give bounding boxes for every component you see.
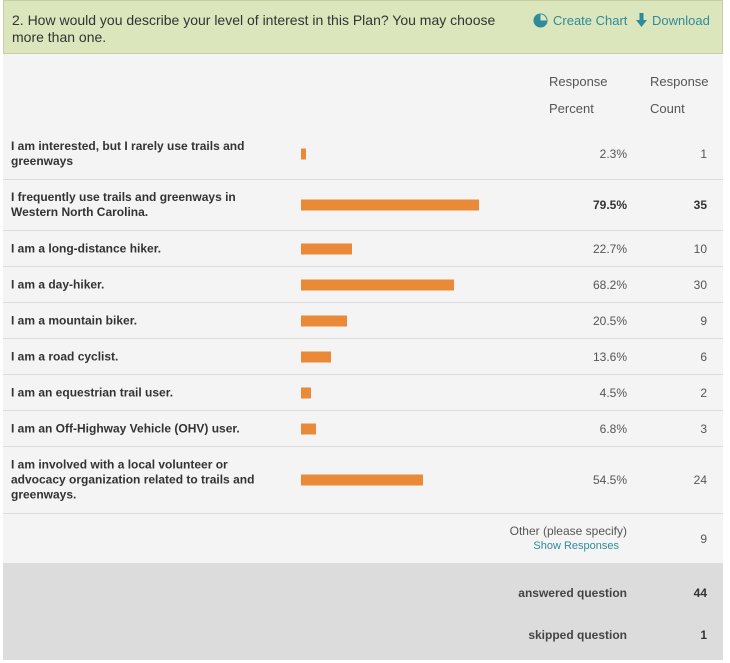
response-percent: 54.5%	[592, 473, 627, 487]
answered-question-count: 44	[693, 586, 707, 600]
response-percent-header: Response Percent	[549, 68, 608, 122]
response-bar	[301, 387, 311, 398]
response-percent-header-line2: Percent	[549, 101, 594, 116]
answer-row: I am an equestrian trail user. 4.5% 2	[3, 375, 723, 411]
response-percent: 13.6%	[592, 349, 627, 364]
download-arrow-icon	[636, 13, 647, 27]
download-label: Download	[652, 13, 710, 28]
response-bar	[301, 315, 347, 326]
answer-label: I am interested, but I rarely use trails…	[11, 139, 245, 168]
response-bar	[301, 243, 352, 254]
response-count: 35	[693, 198, 707, 212]
answer-label: I am a long-distance hiker.	[11, 241, 162, 255]
response-count: 3	[700, 421, 707, 436]
other-row: Other (please specify) Show Responses 9	[3, 514, 723, 564]
response-bar	[301, 474, 423, 486]
answer-row: I am interested, but I rarely use trails…	[3, 129, 723, 180]
answer-label: I am a road cyclist.	[11, 349, 119, 363]
response-bar	[301, 148, 306, 160]
response-count-header-line1: Response	[650, 74, 709, 89]
skipped-question-label: skipped question	[528, 628, 627, 642]
answer-row: I am involved with a local volunteer or …	[3, 447, 723, 514]
create-chart-link[interactable]: Create Chart	[533, 13, 627, 28]
pie-chart-icon	[533, 13, 548, 28]
response-count: 24	[693, 473, 707, 487]
question-header: 2. How would you describe your level of …	[3, 0, 723, 54]
response-bar	[301, 199, 479, 211]
response-count: 2	[700, 385, 707, 400]
answer-row: I am a long-distance hiker. 22.7% 10	[3, 231, 723, 267]
answer-label: I am a day-hiker.	[11, 277, 105, 291]
answer-label: I am an Off-Highway Vehicle (OHV) user.	[11, 421, 240, 435]
response-count: 6	[700, 349, 707, 364]
download-link[interactable]: Download	[636, 13, 710, 28]
response-percent: 68.2%	[592, 277, 627, 292]
answer-row: I am a day-hiker. 68.2% 30	[3, 267, 723, 303]
response-bar	[301, 279, 454, 290]
answer-label: I am an equestrian trail user.	[11, 385, 174, 399]
answer-label: I am a mountain biker.	[11, 313, 138, 327]
response-percent: 79.5%	[592, 198, 627, 212]
response-percent: 4.5%	[599, 385, 627, 400]
response-percent: 2.3%	[599, 147, 627, 161]
response-percent: 22.7%	[592, 241, 627, 256]
skipped-question-count: 1	[700, 628, 707, 642]
answer-row: I am an Off-Highway Vehicle (OHV) user. 6…	[3, 411, 723, 447]
answered-question-label: answered question	[518, 586, 627, 600]
answer-label: I am involved with a local volunteer or …	[11, 457, 255, 502]
response-percent: 20.5%	[592, 313, 627, 328]
column-headers: Response Percent Response Count	[3, 54, 723, 130]
summary-section: answered question 44 skipped question 1	[3, 564, 723, 660]
response-percent: 6.8%	[599, 421, 627, 436]
response-count: 10	[693, 241, 707, 256]
response-count: 9	[700, 313, 707, 328]
show-responses-link[interactable]: Show Responses	[533, 540, 619, 552]
survey-question-panel: 2. How would you describe your level of …	[3, 0, 723, 660]
answer-label: I frequently use trails and greenways in…	[11, 190, 236, 219]
response-count-header: Response Count	[650, 68, 709, 122]
response-count-header-line2: Count	[650, 101, 685, 116]
answer-row: I am a road cyclist. 13.6% 6	[3, 339, 723, 375]
response-count: 30	[693, 277, 707, 292]
response-bar	[301, 423, 316, 434]
response-bar	[301, 351, 331, 362]
other-count: 9	[700, 531, 707, 546]
question-title: 2. How would you describe your level of …	[12, 12, 496, 45]
other-label: Other (please specify)	[509, 524, 627, 538]
create-chart-label: Create Chart	[553, 13, 628, 28]
response-percent-header-line1: Response	[549, 74, 608, 89]
response-count: 1	[700, 147, 707, 161]
answer-row: I am a mountain biker. 20.5% 9	[3, 303, 723, 339]
answer-row: I frequently use trails and greenways in…	[3, 180, 723, 231]
